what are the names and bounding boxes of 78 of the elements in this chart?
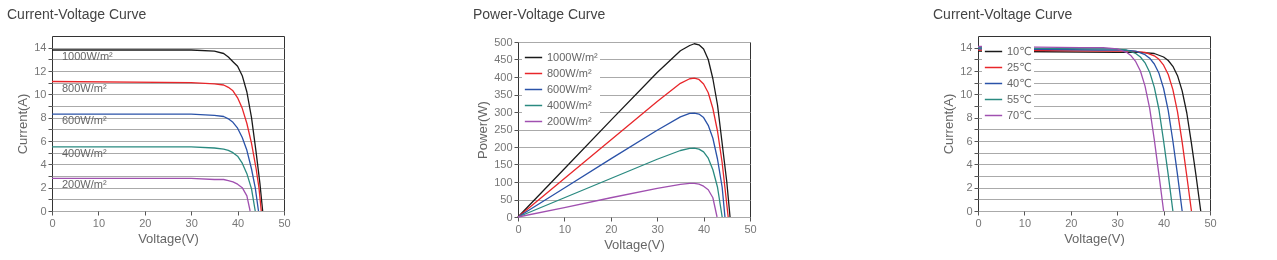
y-tick-label: 6 — [966, 134, 973, 147]
line-series — [51, 80, 262, 212]
line-series — [51, 146, 256, 212]
series-label: 800W/m² — [62, 81, 107, 94]
line-series — [517, 77, 729, 218]
x-tick-label: 0 — [515, 222, 522, 235]
y-tick-label: 200 — [494, 140, 513, 153]
x-tick-label: 0 — [975, 216, 982, 229]
y-tick-label: 50 — [500, 193, 513, 205]
y-tick-label: 100 — [494, 175, 513, 188]
line-series — [517, 147, 723, 218]
x-tick-label: 30 — [1111, 216, 1124, 229]
legend-label: 70℃ — [1007, 108, 1032, 121]
legend-label: 400W/m² — [547, 98, 592, 111]
legend-label: 40℃ — [1007, 76, 1032, 89]
y-tick-label: 14 — [960, 41, 973, 54]
y-tick-label: 450 — [494, 53, 513, 65]
x-tick-label: 0 — [49, 216, 56, 229]
y-tick-label: 12 — [960, 64, 973, 77]
y-tick-label: 400 — [494, 70, 513, 83]
y-tick-label: 12 — [34, 64, 47, 77]
x-tick-label: 30 — [185, 216, 198, 229]
y-tick-label: 2 — [40, 181, 47, 194]
legend-label: 600W/m² — [547, 82, 592, 95]
x-tick-label: 40 — [1157, 216, 1171, 229]
legend-label: 55℃ — [1007, 92, 1032, 105]
y-tick-label: 0 — [966, 204, 973, 217]
line-series — [51, 113, 260, 212]
y-tick-label: 500 — [494, 35, 513, 48]
chart-title: Power-Voltage Curve — [473, 6, 606, 22]
line-series — [517, 43, 731, 218]
y-tick-label: 0 — [40, 204, 47, 217]
x-tick-label: 20 — [139, 216, 152, 229]
x-tick-label: 10 — [1018, 216, 1032, 229]
x-tick-label: 40 — [697, 222, 711, 235]
x-tick-label: 40 — [231, 216, 245, 229]
y-tick-label: 8 — [966, 111, 973, 124]
legend-label: 10℃ — [1007, 44, 1032, 57]
y-tick-label: 6 — [40, 134, 47, 147]
legend-label: 200W/m² — [547, 114, 592, 127]
y-tick-label: 10 — [960, 87, 973, 100]
x-tick-label: 20 — [605, 222, 618, 235]
x-tick-label: 30 — [651, 222, 664, 235]
x-axis-title: Voltage(V) — [138, 230, 199, 246]
series-label: 600W/m² — [62, 114, 107, 127]
y-tick-label: 2 — [966, 181, 973, 194]
legend-label: 800W/m² — [547, 66, 592, 79]
y-tick-label: 8 — [40, 111, 47, 124]
y-tick-label: 10 — [34, 87, 47, 100]
line-series — [517, 112, 726, 218]
x-tick-label: 50 — [1204, 216, 1217, 229]
y-tick-label: 14 — [34, 41, 47, 54]
y-tick-label: 300 — [494, 105, 513, 118]
line-series — [51, 177, 251, 212]
x-tick-label: 10 — [92, 216, 106, 229]
series-label: 1000W/m² — [62, 50, 114, 62]
x-tick-label: 20 — [1065, 216, 1078, 229]
y-tick-label: 4 — [40, 157, 47, 170]
y-axis-title: Current(A) — [941, 93, 957, 155]
y-axis-title: Power(W) — [475, 101, 491, 159]
x-axis-title: Voltage(V) — [1064, 230, 1125, 246]
y-tick-label: 250 — [494, 123, 513, 135]
legend-label: 1000W/m² — [547, 50, 599, 63]
y-tick-label: 150 — [494, 158, 513, 170]
y-axis-title: Current(A) — [15, 93, 31, 155]
line-series — [517, 182, 718, 218]
y-tick-label: 350 — [494, 88, 513, 100]
chart-title: Current-Voltage Curve — [7, 6, 147, 22]
x-tick-label: 50 — [744, 222, 757, 235]
legend-label: 25℃ — [1007, 60, 1032, 73]
x-tick-label: 50 — [278, 216, 291, 229]
y-tick-label: 4 — [966, 157, 973, 170]
x-tick-label: 10 — [558, 222, 572, 235]
series-label: 200W/m² — [62, 178, 107, 191]
x-axis-title: Voltage(V) — [604, 236, 665, 252]
series-label: 400W/m² — [62, 146, 107, 159]
chart-title: Current-Voltage Curve — [933, 6, 1073, 22]
line-series — [51, 49, 264, 212]
